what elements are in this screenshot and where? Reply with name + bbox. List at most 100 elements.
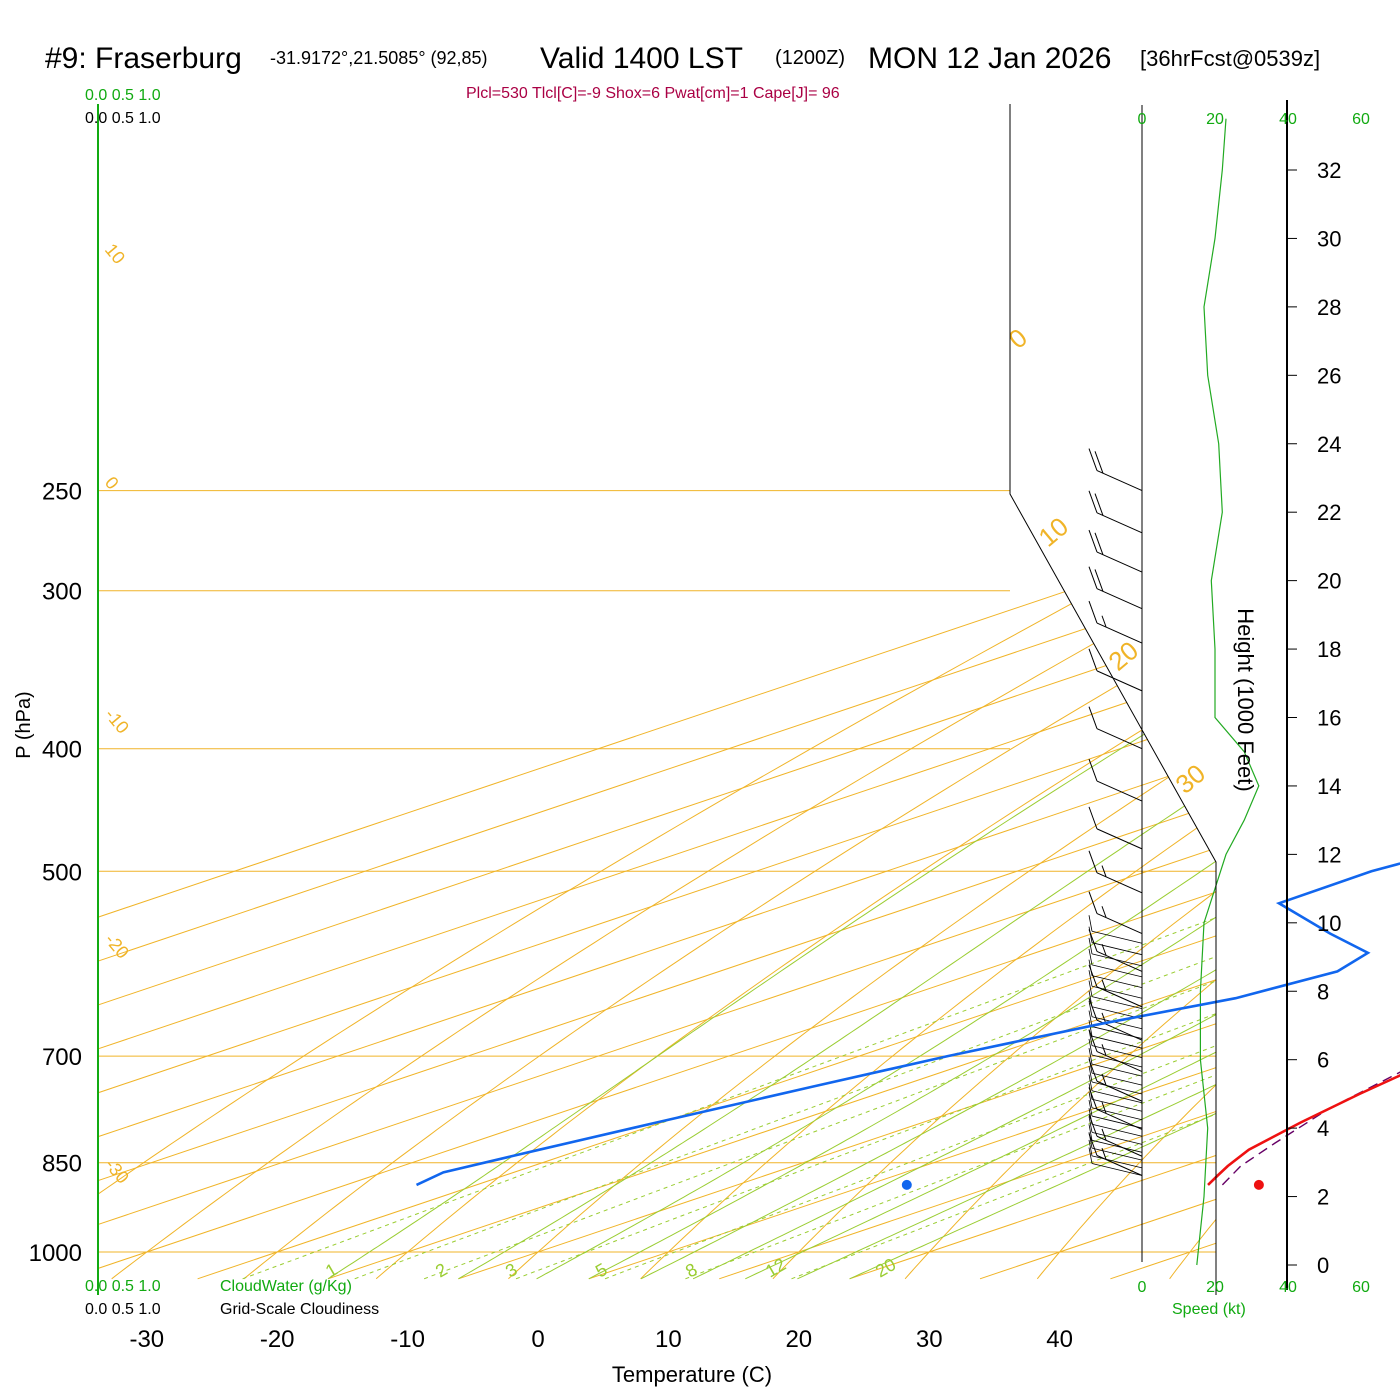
isotherm-line (1110, 467, 1216, 1280)
wind-barb-flag (1088, 990, 1093, 1007)
wind-barb-flag (1088, 959, 1093, 976)
parcel-trace-line (1221, 1071, 1400, 1186)
wind-barb-flag (1088, 566, 1098, 589)
wind-barb-staff (1096, 728, 1143, 750)
temperature-tick-label: -10 (390, 1326, 425, 1353)
wind-barb-staff (1096, 828, 1143, 850)
wind-barb (1088, 758, 1143, 802)
skew-label: 30 (1170, 758, 1211, 800)
wind-barb-flag (1088, 926, 1093, 943)
wind-barb-staff (1096, 780, 1143, 802)
wind-barb-flag (1088, 600, 1098, 624)
mixing-ratio-line (423, 748, 1216, 1280)
height-axis-label: Height (1000 Feet) (1233, 608, 1258, 791)
speed-tick-label: 60 (1352, 111, 1370, 128)
wind-barb (1091, 1098, 1143, 1112)
wind-barb-flag (1101, 865, 1107, 877)
dry-adiabat-line (640, 467, 1216, 1280)
wind-barb (1091, 1147, 1143, 1161)
wind-barb-flag (1088, 758, 1098, 782)
height-tick-label: 26 (1317, 363, 1341, 388)
temperature-tick-label: 0 (531, 1326, 544, 1353)
surface-temperature-marker (1253, 1179, 1264, 1190)
pressure-tick-label: 700 (42, 1044, 82, 1071)
wind-barb (1091, 1081, 1143, 1095)
y-axis-label: P (hPa) (13, 691, 35, 758)
cloudiness-scale-bottom: 0.0 0.5 1.0 (85, 1301, 161, 1318)
height-tick-label: 12 (1317, 842, 1341, 867)
temperature-tick-label: -30 (129, 1326, 164, 1353)
wind-barb-flag (1088, 1116, 1093, 1133)
isotherm-line (98, 467, 1216, 1280)
moist-adiabat-line (692, 467, 1216, 1280)
pressure-tick-label: 250 (42, 479, 82, 506)
valid-time: Valid 1400 LST (540, 42, 743, 75)
wind-barb-staff (1096, 986, 1143, 1008)
wind-barb (1088, 648, 1143, 692)
surface-dewpoint-marker (901, 1179, 912, 1190)
wind-barb-flag (1088, 1083, 1093, 1100)
wind-barb-flag (1088, 970, 1093, 987)
wind-barb (1091, 1045, 1143, 1059)
wind-barb-flag (1088, 891, 1098, 914)
wind-barb-flag (1088, 448, 1098, 471)
wind-barb-flag (1088, 706, 1098, 729)
wind-barb-flag (1101, 1044, 1107, 1056)
wind-barb-flag (1101, 615, 1107, 627)
moist-adiabat-line (536, 467, 1216, 1280)
pressure-tick-label: 850 (42, 1151, 82, 1178)
isotherm-line (719, 467, 1216, 1280)
cloud-scale-top: 0.0 0.5 1.0 0.0 0.5 1.0 (85, 87, 161, 127)
wind-barb (1088, 490, 1143, 534)
isotherm-line (197, 467, 1216, 1280)
wind-barb-flag (1088, 998, 1098, 1021)
wind-barb (1091, 1163, 1143, 1176)
wind-barb-staff (1096, 913, 1143, 934)
wind-barb-flag (1088, 1020, 1093, 1037)
wind-barb-flag (1088, 1074, 1093, 1091)
temperature-tick-label: 20 (785, 1326, 812, 1353)
temperature-tick-label: 10 (655, 1326, 682, 1353)
wind-barb-flag (1101, 1128, 1107, 1141)
forecast-date: MON 12 Jan 2026 (868, 42, 1111, 75)
wind-barb-flag (1088, 1029, 1093, 1046)
wind-barb (1091, 996, 1143, 1009)
isotherm-line (98, 467, 1216, 1280)
wind-barb-flag (1088, 1029, 1098, 1052)
wind-barb-flag (1088, 1057, 1093, 1074)
right-edge-line (1009, 104, 1217, 1295)
height-tick-label: 24 (1317, 432, 1341, 457)
height-tick-label: 18 (1317, 637, 1341, 662)
wind-barb (1091, 1016, 1143, 1030)
wind-barb (1091, 964, 1143, 978)
skew-label: 0 (1003, 322, 1033, 354)
sounding-indices: Plcl=530 Tlcl[C]=-9 Shox=6 Pwat[cm]=1 Ca… (466, 85, 840, 102)
dry-adiabat-line (111, 467, 1216, 1280)
speed-tick-label: 40 (1279, 111, 1297, 128)
wind-barb-staff (1096, 622, 1143, 644)
wind-barb (1088, 529, 1143, 573)
isotherm-line (588, 467, 1216, 1280)
height-tick-label: 32 (1317, 158, 1341, 183)
dewpoint-line (415, 862, 1400, 1187)
wind-barb (1091, 1123, 1143, 1137)
wind-barb-staff (1096, 1135, 1143, 1157)
pressure-tick-label: 300 (42, 579, 82, 606)
speed-tick-label: 0 (1138, 1279, 1147, 1296)
speed-tick-label: 40 (1279, 1279, 1297, 1296)
wind-barb-staff (1096, 512, 1143, 534)
speed-tick-label: 0 (1138, 111, 1147, 128)
wind-barb-flag (1088, 1139, 1093, 1156)
wind-barb-flag (1088, 806, 1098, 830)
mixing-ratio-line (685, 748, 1216, 1280)
wind-barb-flag (1088, 1108, 1093, 1125)
moist-adiabat-line (745, 467, 1216, 1280)
isotherm-label: -20 (101, 930, 133, 963)
moist-adiabat-line (640, 467, 1216, 1280)
wind-barb-flag (1088, 1114, 1098, 1137)
cloudwater-scale-top: 0.0 0.5 1.0 (85, 87, 161, 104)
wind-barb-staff (1096, 470, 1143, 492)
wind-barb (1091, 985, 1143, 999)
isotherm-label: -10 (101, 705, 133, 738)
